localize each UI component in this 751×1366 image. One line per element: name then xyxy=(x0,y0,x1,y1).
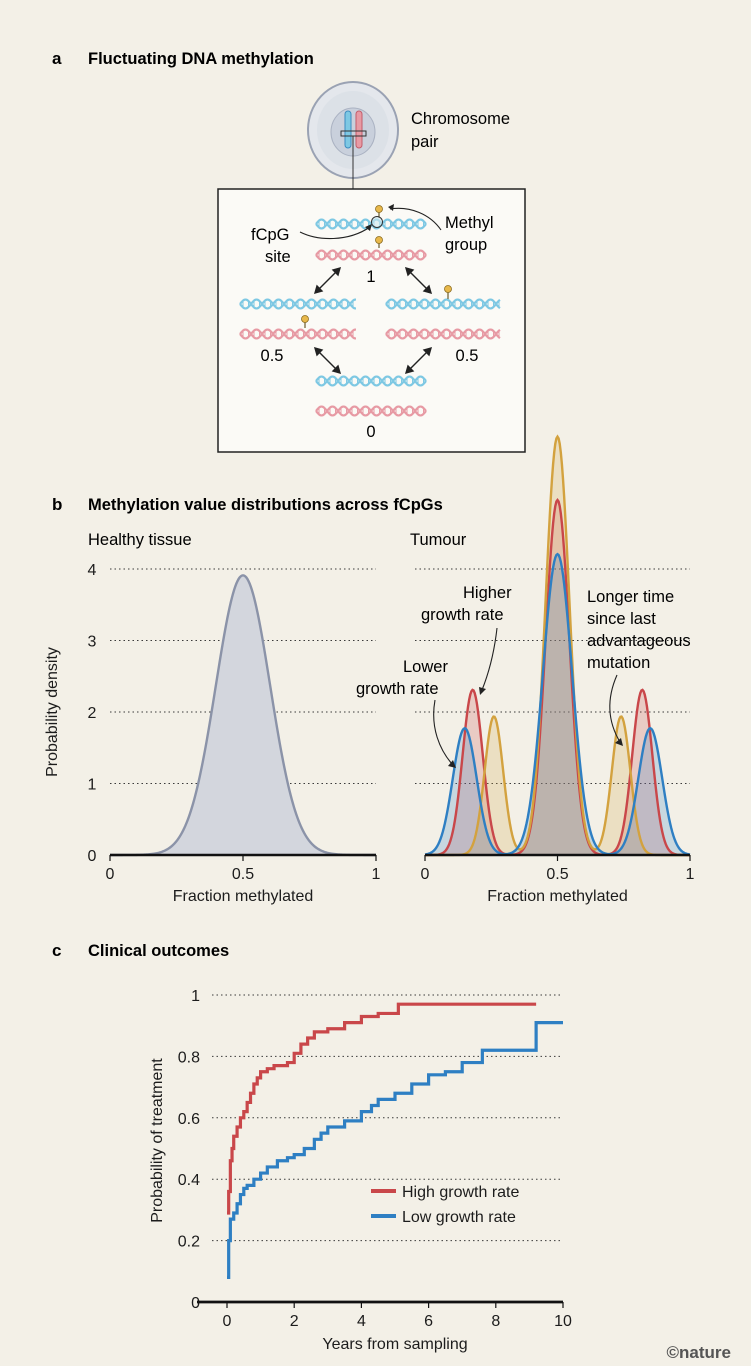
density-line xyxy=(424,552,691,856)
annotation-longer-time-line4: mutation xyxy=(587,654,650,672)
healthy-density-chart: 0 1 2 3 4 Probability density 0 0.5 1 Fraction me… xyxy=(44,562,381,905)
panel-b: b Methylation value distributions across… xyxy=(44,434,695,905)
dna-strands xyxy=(239,218,501,417)
panel-a-letter: a xyxy=(52,49,62,68)
methyl-pointer xyxy=(389,207,442,231)
annotation-higher-growth: Higher xyxy=(463,584,512,602)
clinical-outcomes-chart: 0 0.2 0.4 0.6 0.8 1 Probability of treatment 0 2… xyxy=(149,988,572,1353)
x-tick-label: 1 xyxy=(372,866,381,883)
dna-strand xyxy=(385,298,501,310)
dna-strand xyxy=(385,328,501,340)
y-axis-title: Probability of treatment xyxy=(149,1058,166,1223)
tumour-density-chart: 0 0.5 1 Fraction methylated xyxy=(415,434,695,905)
y-axis-title: Probability density xyxy=(44,647,61,777)
y-tick-label: 0 xyxy=(88,848,97,865)
annotation-lower-growth-line2: growth rate xyxy=(356,680,439,698)
fcpg-label: fCpG xyxy=(251,226,290,244)
methylation-inset-box xyxy=(217,188,526,453)
methyl-group-icons xyxy=(301,205,452,328)
state-label-bottom: 0 xyxy=(366,423,375,441)
cell-icon xyxy=(307,81,399,189)
nature-credit: ©nature xyxy=(667,1343,731,1362)
dna-strand xyxy=(315,405,427,417)
annotation-arrowheads xyxy=(448,687,623,768)
dna-strand xyxy=(315,218,427,230)
dna-strand xyxy=(385,328,501,340)
x-tick-label: 10 xyxy=(554,1313,572,1330)
tumour-subtitle: Tumour xyxy=(410,531,467,549)
x-axis-title: Fraction methylated xyxy=(487,888,628,905)
x-axis-title: Years from sampling xyxy=(322,1336,467,1353)
panel-c-title: Clinical outcomes xyxy=(88,942,229,960)
legend-label: High growth rate xyxy=(402,1184,519,1201)
annotation-pointers xyxy=(433,627,621,765)
x-tick-label: 0 xyxy=(106,866,115,883)
annotation-lower-growth: Lower xyxy=(403,658,448,676)
healthy-subtitle: Healthy tissue xyxy=(88,531,192,549)
step-line xyxy=(227,1002,537,1215)
panel-a-title: Fluctuating DNA methylation xyxy=(88,50,314,68)
annotation-longer-time: Longer time xyxy=(587,588,674,606)
y-tick-label: 0 xyxy=(191,1295,200,1312)
panel-b-title: Methylation value distributions across f… xyxy=(88,496,443,514)
density-line xyxy=(425,497,690,857)
y-tick-label: 1 xyxy=(88,777,97,794)
density-area xyxy=(110,575,376,855)
density-line xyxy=(425,434,690,857)
x-tick-label: 0 xyxy=(421,866,430,883)
x-tick-label: 2 xyxy=(290,1313,299,1330)
panel-a: a Fluctuating DNA methylation Chromosome… xyxy=(52,49,526,453)
y-tick-label: 2 xyxy=(88,705,97,722)
y-tick-label: 3 xyxy=(88,634,97,651)
state-label-right: 0.5 xyxy=(456,347,479,365)
x-tick-label: 6 xyxy=(424,1313,433,1330)
y-tick-label: 0.6 xyxy=(178,1111,200,1128)
fcpg-pointer xyxy=(299,226,371,240)
y-tick-label: 4 xyxy=(88,562,97,579)
legend-label: Low growth rate xyxy=(402,1209,516,1226)
methyl-label-line2: group xyxy=(445,236,487,254)
methyl-label: Methyl xyxy=(445,214,494,232)
x-tick-label: 0.5 xyxy=(546,866,568,883)
state-label-left: 0.5 xyxy=(261,347,284,365)
annotation-higher-growth-line2: growth rate xyxy=(421,606,504,624)
chromosome-label-line2: pair xyxy=(411,133,439,151)
density-line xyxy=(110,574,376,857)
panel-c-letter: c xyxy=(52,941,61,960)
density-area xyxy=(425,554,690,855)
state-label-top: 1 xyxy=(366,268,375,286)
panel-c: c Clinical outcomes 0 0.2 0.4 0.6 0.8 1 Probab… xyxy=(52,941,572,1353)
x-tick-label: 4 xyxy=(357,1313,366,1330)
fcpg-label-line2: site xyxy=(265,248,291,266)
x-tick-label: 0 xyxy=(223,1313,232,1330)
y-tick-label: 0.2 xyxy=(178,1234,200,1251)
dna-strand xyxy=(385,298,501,310)
x-axis-title: Fraction methylated xyxy=(173,888,314,905)
annotation-longer-time-line3: advantageous xyxy=(587,632,691,650)
x-tick-label: 1 xyxy=(686,866,695,883)
x-tick-label: 8 xyxy=(491,1313,500,1330)
transition-arrows xyxy=(313,266,433,375)
dna-strand xyxy=(315,375,427,387)
density-area xyxy=(425,500,690,855)
x-tick-label: 0.5 xyxy=(232,866,254,883)
dna-strand xyxy=(315,249,427,261)
fcpg-site-marker xyxy=(371,216,383,228)
density-area xyxy=(425,436,690,855)
panel-b-letter: b xyxy=(52,495,62,514)
chromosome-label: Chromosome xyxy=(411,110,510,128)
y-tick-label: 1 xyxy=(191,988,200,1005)
y-tick-label: 0.8 xyxy=(178,1049,200,1066)
annotation-longer-time-line2: since last xyxy=(587,610,656,628)
step-line xyxy=(227,1021,563,1280)
y-tick-label: 0.4 xyxy=(178,1172,200,1189)
